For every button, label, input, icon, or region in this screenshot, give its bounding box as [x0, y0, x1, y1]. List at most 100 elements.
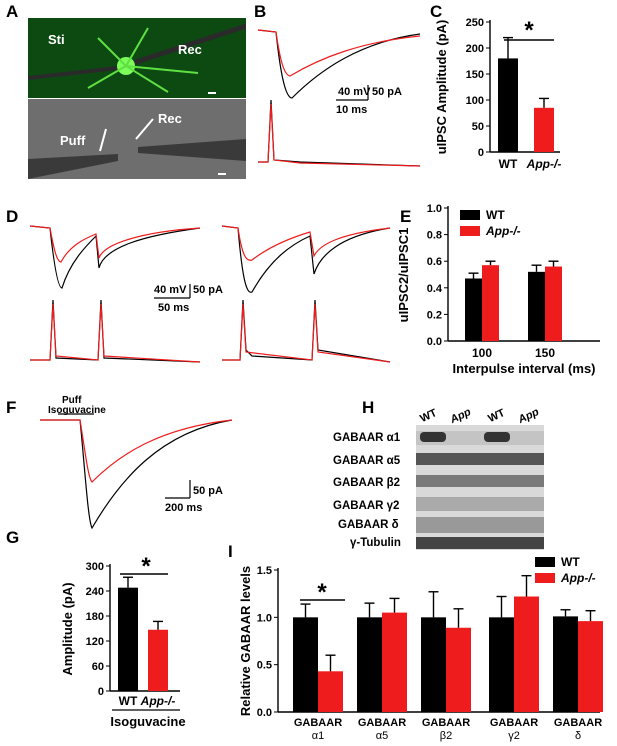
legend-swatch-e [460, 210, 480, 220]
y-tick-label-c: 50 [472, 121, 484, 133]
legend-swatch-i [535, 573, 555, 583]
blot-row-4: GABAAR γ2 [333, 500, 400, 512]
blot-band-g2 [416, 497, 544, 511]
x-tick-label-g: App-/- [140, 694, 176, 708]
y-tick-label-g: 300 [86, 561, 104, 573]
western-blot [416, 425, 544, 550]
x-tick-label-i: α1 [312, 730, 324, 742]
y-tick-label-e: 0.2 [427, 309, 442, 321]
y-tick-label-g: 0 [98, 686, 104, 698]
y-axis-label-g: Amplitude (pA) [60, 582, 75, 675]
panel-label-d: D [6, 207, 19, 226]
y-tick-label-c: 200 [466, 43, 484, 55]
trace-d [29, 225, 391, 363]
legend-label-i: WT [561, 555, 580, 569]
x-tick-label-e: 100 [472, 346, 492, 360]
panel-label-f: F [6, 398, 17, 417]
blot-band-a1 [416, 431, 544, 445]
sig-star-i: * [317, 579, 327, 606]
bar-e [482, 265, 499, 341]
drug-label-f: Isoguvacine [48, 405, 106, 416]
legend-swatch-e [460, 226, 480, 236]
x-tick-prefix-i: GABAAR [358, 717, 406, 729]
blot-band-dark-1 [420, 432, 446, 442]
y-tick-label-g: 180 [86, 611, 104, 623]
y-tick-label-e: 0.0 [427, 336, 442, 348]
x-tick-prefix-i: GABAAR [294, 717, 342, 729]
blot-row-3: GABAAR β2 [333, 477, 401, 489]
scale-b-mv: 40 mV [338, 86, 371, 98]
bar-e [545, 266, 562, 341]
blot-row-1: GABAAR α1 [333, 432, 401, 444]
panel-label-g: G [6, 528, 20, 547]
legend-swatch-i [535, 557, 555, 567]
y-tick-label-c: 250 [466, 17, 484, 29]
legend-label-e: WT [486, 208, 505, 222]
y-axis-label-e: uIPSC2/uIPSC1 [396, 228, 411, 323]
bar-i [514, 596, 539, 712]
x-tick-prefix-i: GABAAR [422, 717, 470, 729]
neuron-drawing [27, 23, 247, 94]
x-tick-prefix-i: GABAAR [554, 717, 602, 729]
puff-label-f: Puff [62, 395, 82, 406]
panel-label-i: I [228, 542, 233, 561]
bar-e [528, 271, 545, 341]
bar-i [489, 617, 514, 712]
scale-f-ms: 200 ms [165, 502, 203, 514]
puff-label-a: Puff [60, 133, 86, 148]
blot-row-2: GABAAR α5 [333, 455, 401, 467]
y-tick-label-e: 0.6 [427, 256, 442, 268]
y-tick-label-e: 0.4 [427, 283, 443, 295]
bar-i [421, 617, 446, 712]
bar-i [446, 627, 471, 712]
pipette-drawing [28, 118, 246, 179]
legend-label-i: App-/- [560, 571, 596, 585]
x-tick-prefix-i: GABAAR [490, 717, 538, 729]
x-tick-label-i: β2 [440, 730, 452, 742]
y-tick-label-c: 0 [478, 147, 484, 159]
panel-label-a: A [6, 2, 19, 21]
bar-g-1 [148, 629, 168, 691]
x-tick-label-i: α5 [376, 730, 388, 742]
blot-band-a5 [416, 453, 544, 465]
bar-i [293, 617, 318, 712]
y-tick-label-c: 150 [466, 69, 484, 81]
y-tick-label-g: 60 [92, 661, 104, 673]
bar-i [357, 617, 382, 712]
y-tick-label-e: 0.8 [427, 230, 442, 242]
y-axis-label-c: uIPSC Amplitude (pA) [434, 20, 449, 155]
bar-e [465, 278, 482, 341]
x-tick-label-i: δ [575, 730, 581, 742]
x-tick-label-g: WT [119, 694, 138, 708]
y-tick-label-c: 100 [466, 95, 484, 107]
y-tick-label-g: 240 [86, 586, 104, 598]
x-axis-label-g: Isoguvacine [110, 714, 185, 729]
bar-c-1 [534, 107, 554, 152]
blot-row-6: γ-Tubulin [350, 537, 401, 549]
panel-label-h: H [362, 398, 375, 417]
blot-band-tubulin [416, 537, 544, 549]
y-axis-label-i: Relative GABAAR levels [238, 566, 253, 716]
y-tick-label-i: 0.0 [257, 707, 272, 719]
fluorescence-image: Sti Rec [27, 18, 247, 98]
panel-label-b: B [254, 2, 267, 21]
scale-b-pa: 50 pA [372, 86, 402, 98]
blot-row-5: GABAAR δ [338, 519, 399, 531]
blot-band-dark-2 [484, 432, 510, 442]
brightfield-image: Puff Rec [28, 99, 246, 179]
scale-b-ms: 10 ms [336, 104, 368, 116]
bar-i [382, 612, 407, 712]
bar-g-0 [118, 587, 138, 691]
trace-f [40, 413, 233, 530]
legend-label-e: App-/- [485, 224, 521, 238]
bar-c-0 [498, 58, 518, 152]
bar-i [318, 671, 343, 712]
stim-label: Sti [48, 32, 65, 47]
scale-d-ms: 50 ms [158, 302, 190, 314]
scale-d-mv: 40 mV [154, 284, 187, 296]
x-tick-label-c: App-/- [526, 157, 562, 171]
x-tick-label-e: 150 [535, 346, 555, 360]
rec-label-bottom: Rec [158, 111, 182, 126]
blot-band-d [416, 517, 544, 533]
